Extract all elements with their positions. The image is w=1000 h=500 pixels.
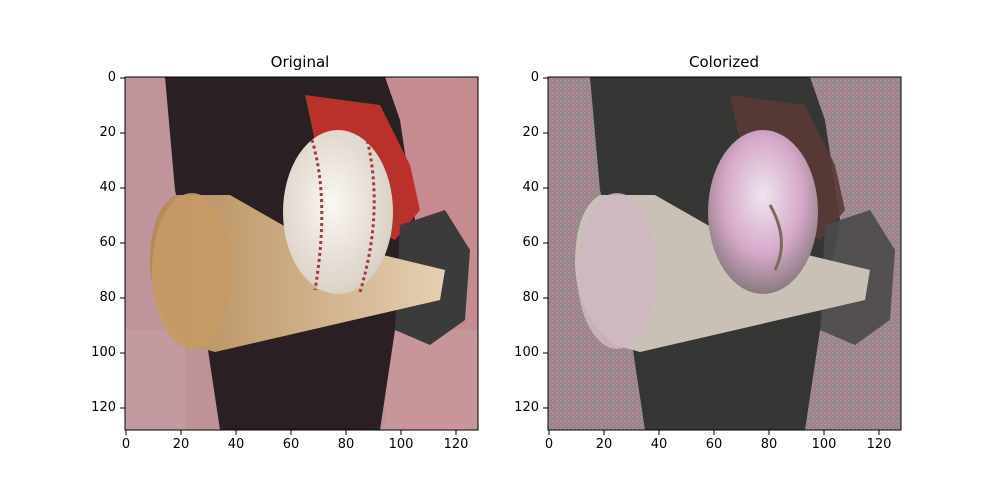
colorized-ytick-label: 40 [522, 180, 539, 195]
original-xtick-label: 20 [172, 437, 190, 452]
colorized-ytick-label: 100 [514, 345, 539, 360]
original-xtick-label: 80 [337, 437, 355, 452]
colorized-xtick-label: 80 [760, 437, 778, 452]
original-ytick-label: 120 [91, 400, 116, 415]
colorized-xtick-label: 60 [705, 437, 723, 452]
colorized-ytick-label: 80 [522, 290, 539, 305]
colorized-ytick-label: 120 [514, 400, 539, 415]
original-ytick-label: 60 [99, 235, 116, 250]
original-axes-frame [124, 76, 479, 431]
panel-title-original: Original [270, 53, 330, 71]
colorized-ytick-label: 60 [522, 235, 539, 250]
original-xtick-label: 60 [282, 437, 300, 452]
colorized-xtick-label: 120 [866, 437, 892, 452]
original-ytick-label: 20 [99, 125, 116, 140]
original-ytick-label: 0 [107, 70, 116, 85]
original-image [125, 77, 478, 430]
colorized-xtick-label: 100 [811, 437, 837, 452]
original-xtick-label: 120 [443, 437, 469, 452]
original-xtick-label: 40 [227, 437, 245, 452]
colorized-xtick-label: 20 [595, 437, 613, 452]
colorized-image [548, 77, 901, 430]
original-ytick-label: 100 [91, 345, 116, 360]
colorized-axes-frame [547, 76, 902, 431]
colorized-ticks [543, 77, 880, 435]
original-ytick-label: 40 [99, 180, 116, 195]
panel-title-colorized: Colorized [689, 53, 759, 71]
colorized-ytick-label: 0 [530, 70, 539, 85]
colorized-xtick-label: 40 [650, 437, 668, 452]
original-ytick-label: 80 [99, 290, 116, 305]
original-ticks [120, 77, 457, 435]
colorized-ytick-label: 20 [522, 125, 539, 140]
colorized-xtick-label: 0 [544, 437, 554, 452]
original-xtick-label: 100 [388, 437, 414, 452]
original-xtick-label: 0 [121, 437, 131, 452]
